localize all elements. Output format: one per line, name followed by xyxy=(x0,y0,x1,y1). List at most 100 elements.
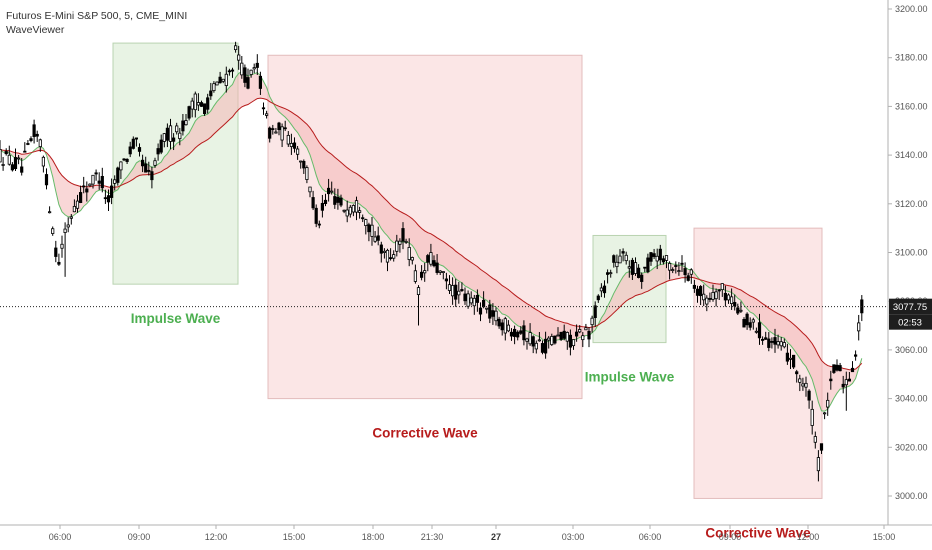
candle xyxy=(147,161,151,176)
candle xyxy=(826,392,830,416)
candle-body xyxy=(730,296,734,304)
candle-body xyxy=(590,317,594,326)
candle xyxy=(333,188,337,209)
candle xyxy=(652,248,656,259)
candle-body xyxy=(395,240,399,252)
candle-body xyxy=(193,93,197,111)
candle-body xyxy=(717,289,721,292)
candle-body xyxy=(689,269,693,275)
candle-body xyxy=(274,131,278,134)
candle-body xyxy=(413,270,418,282)
candle-body xyxy=(705,297,709,305)
candle-body xyxy=(513,328,517,337)
candle xyxy=(184,113,188,126)
candle-body xyxy=(333,196,337,205)
candle xyxy=(103,189,107,204)
candle-body xyxy=(575,331,579,337)
candle-body xyxy=(79,192,83,203)
candle-body xyxy=(602,285,607,294)
candle-body xyxy=(680,262,684,265)
candle xyxy=(472,294,476,315)
candle-body xyxy=(165,127,169,141)
candle-body xyxy=(401,228,405,242)
candle-body xyxy=(463,293,467,302)
candle xyxy=(320,194,325,218)
candle-body xyxy=(258,75,263,89)
candle-body xyxy=(757,322,762,339)
candle xyxy=(556,327,560,337)
candle-body xyxy=(435,262,439,273)
candle-body xyxy=(184,120,188,126)
candle xyxy=(423,262,427,282)
candle-body xyxy=(66,224,70,228)
candle-body xyxy=(206,97,210,110)
candle-body xyxy=(841,383,845,388)
corrective-zone-4 xyxy=(693,227,823,499)
candle xyxy=(444,272,449,290)
candle-body xyxy=(782,342,786,348)
candle xyxy=(367,222,371,242)
candle-body xyxy=(792,354,796,368)
y-tick-label: 3000.00 xyxy=(895,491,928,501)
candle-body xyxy=(773,337,777,345)
candle-body xyxy=(761,338,765,341)
candle-body xyxy=(509,331,514,337)
candle xyxy=(165,123,169,148)
candle xyxy=(323,193,328,207)
candle-body xyxy=(48,211,52,214)
candle xyxy=(385,248,390,272)
candle-body xyxy=(736,307,740,314)
candle xyxy=(308,186,312,198)
candle xyxy=(82,176,86,194)
y-tick-label: 3180.00 xyxy=(895,53,928,63)
candle-body xyxy=(655,255,659,262)
candle-body xyxy=(196,102,200,106)
candle xyxy=(773,328,777,353)
candle xyxy=(441,271,445,280)
candle xyxy=(153,157,157,168)
candle-body xyxy=(801,383,805,387)
candle-body xyxy=(128,146,132,155)
candle-body xyxy=(140,159,145,167)
candle xyxy=(94,169,98,181)
candle xyxy=(175,122,179,135)
corrective-wave-label-2: Corrective Wave xyxy=(372,426,478,441)
candle xyxy=(227,68,231,76)
candle-body xyxy=(150,171,154,181)
candle-body xyxy=(243,67,247,83)
candle xyxy=(57,253,61,266)
candle-body xyxy=(553,335,557,344)
candle-body xyxy=(677,270,681,272)
candle xyxy=(565,331,569,350)
candle xyxy=(485,307,489,314)
candle xyxy=(850,361,855,373)
candle-body xyxy=(156,148,160,155)
candle-body xyxy=(23,150,27,153)
candle-body xyxy=(367,224,371,233)
candle xyxy=(26,140,30,146)
candle xyxy=(699,285,703,305)
candle-body xyxy=(38,139,42,148)
candle xyxy=(813,431,817,449)
candle-body xyxy=(494,310,498,322)
candle xyxy=(110,178,114,205)
candle xyxy=(692,279,697,293)
y-tick-label: 3120.00 xyxy=(895,199,928,209)
candle-body xyxy=(302,160,306,169)
candle xyxy=(268,126,272,143)
candle-body xyxy=(137,147,142,152)
candle-body xyxy=(661,258,666,263)
candle xyxy=(97,172,101,190)
candle xyxy=(60,235,64,258)
candle-body xyxy=(261,107,266,110)
corrective-wave-label-4: Corrective Wave xyxy=(705,525,811,540)
candle xyxy=(38,138,42,152)
candle xyxy=(615,254,619,274)
candle-body xyxy=(7,154,11,165)
candle xyxy=(816,450,821,482)
candle-body xyxy=(314,207,318,224)
candle xyxy=(764,331,768,340)
x-tick-label: 09:00 xyxy=(719,532,742,542)
candle xyxy=(224,66,228,93)
